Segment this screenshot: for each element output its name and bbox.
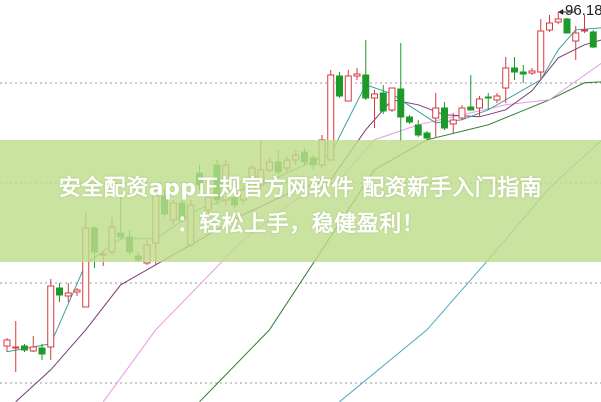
candle-up	[371, 93, 378, 99]
candle-up	[344, 75, 352, 102]
candle-down	[21, 345, 28, 351]
candle-down	[397, 88, 405, 118]
candle-up	[432, 107, 440, 119]
candle-up	[73, 289, 81, 293]
candle-down	[362, 74, 370, 99]
candle-down	[511, 67, 518, 73]
candle-down	[563, 18, 571, 34]
candle-up	[353, 73, 361, 77]
candle-up	[572, 32, 580, 42]
candle-up	[458, 107, 466, 119]
candle-up	[64, 292, 72, 297]
title-line-2: ：轻松上手，稳健盈利！	[176, 212, 425, 237]
moving-average-ma10	[15, 39, 601, 402]
candle-up	[29, 346, 37, 352]
candle-up	[449, 119, 457, 125]
candle-up	[546, 22, 553, 31]
candle-down	[336, 75, 343, 97]
candle-up	[47, 285, 55, 348]
candle-up	[388, 87, 396, 111]
candle-up	[493, 95, 501, 101]
candle-up	[581, 29, 588, 32]
title-banner: 安全配资app正规官方网软件 配资新手入门指南 ：轻松上手，稳健盈利！	[0, 140, 601, 262]
candle-down	[414, 124, 422, 136]
title-line-1: 安全配资app正规官方网软件 配资新手入门指南	[58, 176, 543, 201]
candle-down	[519, 71, 527, 75]
high-marker-arrow-icon	[558, 9, 564, 15]
candle-up	[537, 30, 545, 73]
candle-up	[476, 98, 483, 109]
candle-down	[406, 116, 413, 123]
candle-down	[56, 287, 63, 296]
candle-down	[441, 107, 448, 129]
high-price-label: 96.18	[565, 2, 601, 19]
candle-up	[528, 70, 536, 74]
candle-down	[423, 132, 431, 139]
candle-up	[3, 339, 11, 347]
candle-down	[379, 92, 387, 112]
candle-down	[589, 31, 597, 48]
candle-up	[502, 67, 510, 89]
candle-up	[554, 18, 562, 23]
candle-down	[38, 347, 46, 355]
candle-up	[12, 346, 20, 349]
candle-down	[484, 96, 492, 99]
candle-down	[467, 106, 475, 111]
